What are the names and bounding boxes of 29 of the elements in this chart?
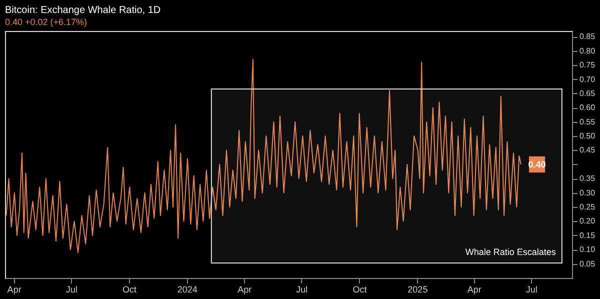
y-tick-label: 0.15 xyxy=(580,230,596,240)
y-tick-label: 0.10 xyxy=(580,245,596,254)
y-tick-label: 0.20 xyxy=(580,216,596,226)
y-tick-label: 0.05 xyxy=(580,259,596,268)
x-tick-label: Oct xyxy=(352,284,368,294)
y-tick-label: 0.50 xyxy=(580,132,596,141)
y-tick-label: 0.75 xyxy=(580,60,596,70)
y-tick-label: 0.85 xyxy=(580,32,596,42)
y-tick-label: 0.30 xyxy=(580,188,596,198)
y-tick-label: 0.70 xyxy=(580,74,596,84)
x-tick-label: Apr xyxy=(7,284,22,294)
x-tick-label: Jul xyxy=(66,284,78,294)
y-tick-label: 0.25 xyxy=(580,202,596,212)
x-tick-label: Apr xyxy=(238,284,252,294)
x-tick-label: 2024 xyxy=(177,284,198,294)
x-tick-label: Jul xyxy=(526,284,538,294)
y-tick-label: 0.35 xyxy=(580,174,596,184)
band-label: Whale Ratio Escalates xyxy=(465,247,556,257)
y-tick-label: 0.45 xyxy=(580,146,596,155)
chart-subtitle: 0.40 +0.02 (+6.17%) xyxy=(5,17,88,27)
y-tick-label: 0.60 xyxy=(580,103,596,112)
x-tick-label: Apr xyxy=(467,284,482,294)
y-tick-label: 0.55 xyxy=(580,117,596,126)
x-tick-label: Oct xyxy=(122,284,137,294)
x-tick-label: 2025 xyxy=(408,284,428,294)
x-tick-label: Jul xyxy=(296,284,308,294)
chart-title: Bitcoin: Exchange Whale Ratio, 1D xyxy=(5,5,161,16)
y-tick-label: 0.65 xyxy=(580,88,596,98)
y-tick-label: 0.80 xyxy=(580,46,596,56)
